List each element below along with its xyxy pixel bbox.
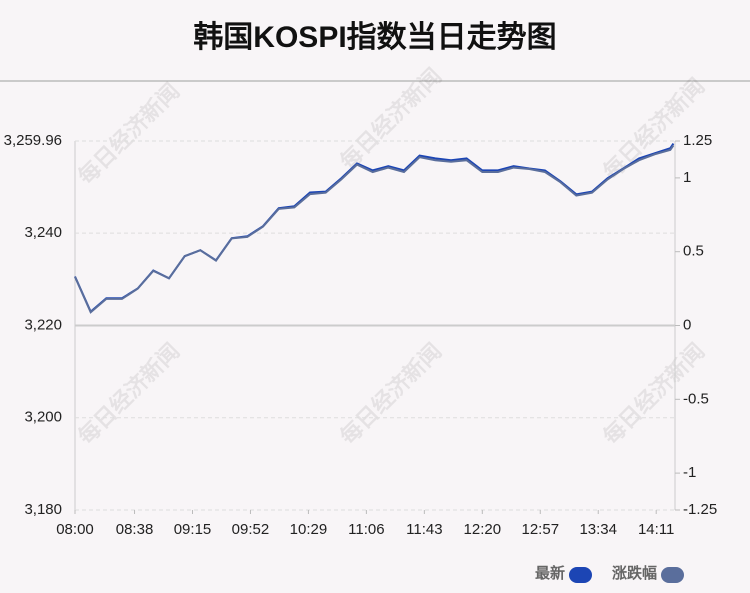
- y2-tick-label: -0.5: [683, 390, 709, 407]
- x-tick-label: 09:15: [174, 521, 212, 538]
- y-tick-label: 3,220: [24, 316, 62, 333]
- y2-tick-label: -1: [683, 464, 696, 481]
- x-tick-label: 08:00: [56, 521, 94, 538]
- legend-label: 涨跌幅: [612, 564, 657, 582]
- x-tick-label: 10:29: [290, 521, 328, 538]
- y-tick-label: 3,259.96: [4, 132, 62, 149]
- y2-tick-label: 1.25: [683, 132, 712, 149]
- y2-tick-label: 0.5: [683, 243, 704, 260]
- x-tick-label: 11:06: [348, 521, 384, 538]
- y2-tick-label: -1.25: [683, 501, 717, 518]
- y-tick-label: 3,180: [24, 501, 62, 518]
- y2-tick-label: 1: [683, 169, 691, 186]
- y2-tick-label: 0: [683, 316, 691, 333]
- chart-title: 韩国KOSPI指数当日走势图: [193, 21, 556, 54]
- y-tick-label: 3,240: [24, 224, 62, 241]
- x-tick-label: 08:38: [116, 521, 154, 538]
- x-tick-label: 09:52: [232, 521, 270, 538]
- x-tick-label: 11:43: [406, 521, 442, 538]
- y-tick-label: 3,200: [24, 409, 62, 426]
- series-line: [74, 144, 675, 314]
- x-tick-label: 12:57: [522, 521, 560, 538]
- x-tick-label: 12:20: [464, 521, 502, 538]
- legend-label: 最新: [535, 564, 565, 582]
- x-tick-label: 14:11: [638, 521, 674, 538]
- x-tick-label: 13:34: [579, 521, 617, 538]
- legend-swatch: [569, 567, 592, 583]
- legend-swatch: [661, 567, 684, 583]
